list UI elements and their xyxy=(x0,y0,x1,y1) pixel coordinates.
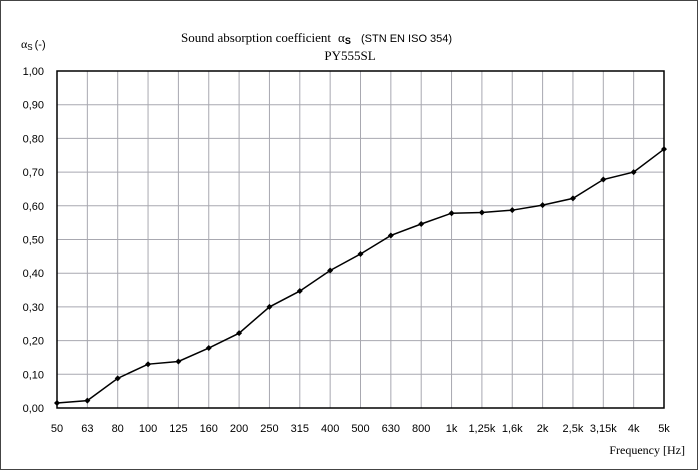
x-tick-label: 5k xyxy=(658,423,670,435)
data-point xyxy=(175,358,182,365)
data-point xyxy=(266,303,273,310)
x-tick-label: 4k xyxy=(628,423,640,435)
data-point xyxy=(418,220,425,227)
y-tick-label: 0,80 xyxy=(23,133,44,145)
chart-subtitle: PY555SL xyxy=(324,48,375,63)
y-tick-label: 0,30 xyxy=(23,302,44,314)
data-point xyxy=(357,250,364,257)
data-point xyxy=(478,209,485,216)
x-tick-label: 315 xyxy=(291,423,309,435)
x-tick-label: 250 xyxy=(260,423,278,435)
data-point xyxy=(448,210,455,217)
x-tick-label: 400 xyxy=(321,423,339,435)
chart-title: Sound absorption coefficient xyxy=(181,30,331,45)
data-point xyxy=(54,399,60,406)
data-point xyxy=(600,176,607,183)
y-tick-label: 0,20 xyxy=(23,336,44,348)
x-tick-label: 200 xyxy=(230,423,248,435)
x-tick-label: 1k xyxy=(446,423,458,435)
x-tick-label: 63 xyxy=(81,423,93,435)
y-tick-label: 0,10 xyxy=(23,369,44,381)
data-point xyxy=(84,397,91,404)
data-point xyxy=(236,330,243,337)
data-point xyxy=(114,375,121,382)
x-tick-label: 160 xyxy=(200,423,218,435)
y-tick-label: 0,50 xyxy=(23,235,44,247)
x-tick-label: 2k xyxy=(537,423,549,435)
data-point xyxy=(661,146,667,153)
y-tick-label: 1,00 xyxy=(23,66,44,78)
x-tick-label: 800 xyxy=(412,423,430,435)
data-point xyxy=(539,202,546,209)
x-tick-label: 2,5k xyxy=(563,423,584,435)
y-tick-label: 0,70 xyxy=(23,167,44,179)
y-tick-label: 0,60 xyxy=(23,201,44,213)
y-tick-label: 0,00 xyxy=(23,403,44,415)
title-symbol: αS xyxy=(338,30,351,46)
x-axis-label: Frequency [Hz] xyxy=(609,443,685,457)
x-tick-label: 50 xyxy=(51,423,63,435)
y-axis-label: αS (-) xyxy=(21,37,46,52)
data-point xyxy=(205,345,212,352)
x-tick-label: 3,15k xyxy=(590,423,617,435)
data-point xyxy=(387,232,394,239)
data-point xyxy=(569,195,576,202)
title-standard: (STN EN ISO 354) xyxy=(361,33,452,45)
x-tick-label: 125 xyxy=(169,423,187,435)
x-tick-label: 80 xyxy=(112,423,124,435)
data-point xyxy=(296,288,303,295)
x-tick-label: 100 xyxy=(139,423,157,435)
x-tick-label: 500 xyxy=(351,423,369,435)
x-tick-label: 1,25k xyxy=(468,423,495,435)
data-point xyxy=(509,207,516,214)
y-tick-label: 0,90 xyxy=(23,100,44,112)
data-point xyxy=(327,267,334,274)
plot-area-border xyxy=(56,70,665,409)
y-tick-label: 0,40 xyxy=(23,268,44,280)
data-point xyxy=(630,169,637,176)
x-tick-label: 630 xyxy=(382,423,400,435)
data-point xyxy=(145,361,152,368)
x-tick-label: 1,6k xyxy=(502,423,523,435)
